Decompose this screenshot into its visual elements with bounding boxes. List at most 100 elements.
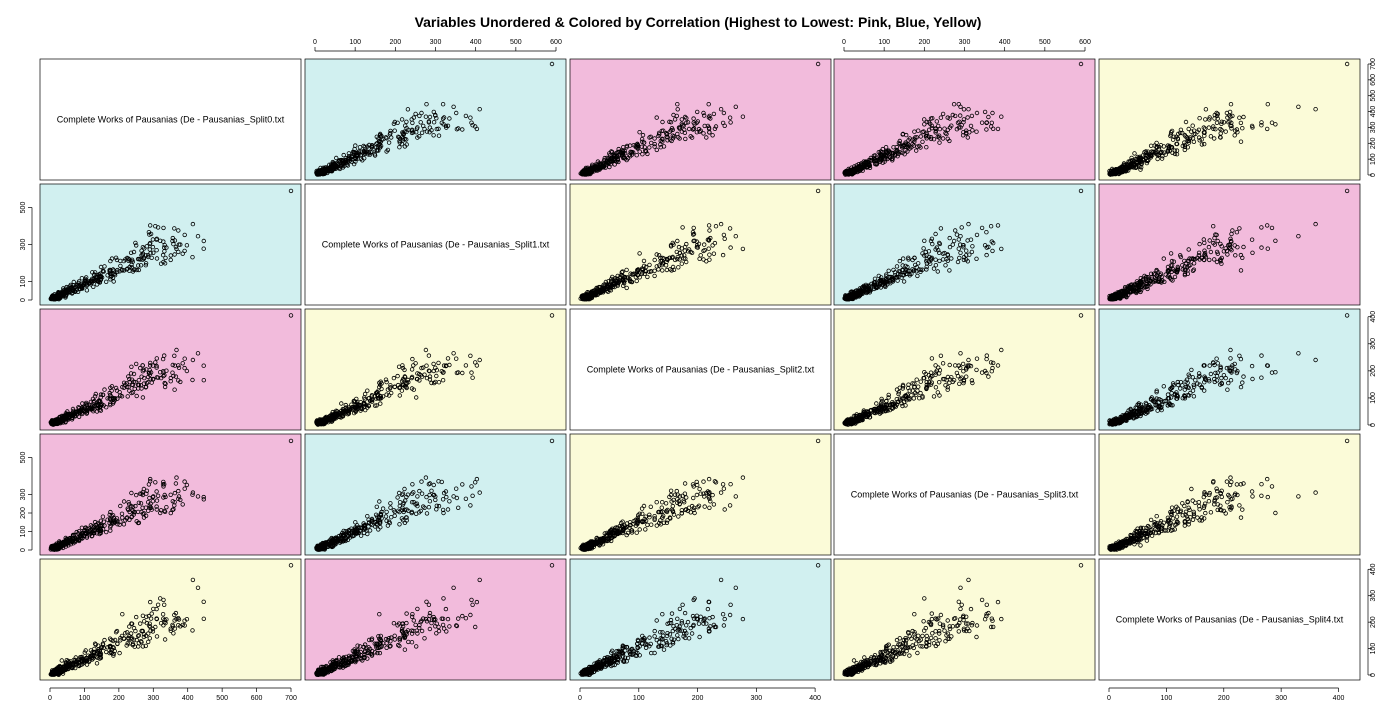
data-point [426,120,432,125]
data-point [740,114,746,119]
data-point [440,116,446,121]
data-point [447,116,452,121]
data-point [445,123,451,128]
panel-frame [39,58,302,181]
data-point [402,129,407,134]
panel-r1-c2 [569,183,832,306]
data-point [710,133,715,138]
data-point [352,146,357,152]
data-point [341,158,346,163]
data-point [404,142,409,147]
data-point [384,136,389,141]
data-point [418,120,423,125]
data-point [441,122,446,127]
data-point [629,152,635,157]
data-point [345,158,350,164]
data-point [342,163,347,169]
data-point [333,162,338,167]
data-point [647,145,652,150]
panel-r0-c2 [569,58,832,181]
data-point [677,136,682,141]
data-point [424,101,429,107]
data-point [405,107,411,112]
chart-title: Variables Unordered & Colored by Correla… [415,14,982,30]
data-point [372,151,377,157]
data-point [318,169,323,174]
data-point [386,140,392,145]
data-point [434,126,439,132]
panel-r1-c1: Complete Works of Pausanias (De - Pausan… [304,183,567,306]
data-point [415,125,420,130]
data-point [468,115,473,120]
data-point [353,156,358,162]
panel-r2-c0 [39,308,302,431]
panel-r0-c3 [833,58,1096,181]
data-point [616,159,621,165]
data-point [697,129,702,134]
data-point [316,170,321,175]
data-point [695,109,700,115]
data-point [721,110,727,116]
data-point [679,117,684,122]
data-point [427,114,433,120]
panel-r2-c4 [1098,308,1361,431]
panel-r0-c4 [1098,58,1361,181]
panel-r1-c4 [1098,183,1361,306]
data-point [413,111,418,117]
data-point [349,159,355,165]
data-point [436,126,441,131]
data-point [328,162,334,167]
data-point [685,120,691,125]
data-point [667,119,672,124]
data-point [431,109,436,115]
panel-r1-c0 [39,183,302,306]
data-point [321,168,326,173]
panel-r2-c1 [304,308,567,431]
panel-frame [304,58,567,181]
data-point [424,129,430,134]
data-point [702,113,707,118]
data-point [474,126,480,132]
data-point [399,117,405,122]
data-point [335,164,340,169]
data-point [707,130,712,135]
data-point [362,144,367,150]
data-point [639,144,645,149]
data-point [402,136,407,142]
panels-group: Complete Works of Pausanias (De - Pausan… [20,39,1377,702]
data-point [713,124,719,129]
data-point [366,150,372,155]
data-point [691,126,696,132]
data-point [406,127,411,132]
data-point [549,61,555,67]
data-point [631,150,636,155]
data-point [326,168,331,174]
data-point [409,130,415,136]
data-point [357,144,363,150]
data-point [362,156,367,161]
panel-r0-c0: Complete Works of Pausanias (De - Pausan… [39,58,302,181]
data-point [377,139,382,144]
data-point [701,131,706,136]
data-point [728,120,733,125]
data-point [469,120,474,125]
data-point [460,127,465,132]
panel-r1-c3 [833,183,1096,306]
data-point [419,130,425,135]
data-point [720,120,726,126]
data-point [341,152,346,158]
data-point [688,134,693,139]
data-point [323,165,329,170]
data-point [397,144,402,150]
data-point [433,113,438,118]
data-point [664,131,670,137]
diagonal-label: Complete Works of Pausanias (De - Pausan… [587,365,815,375]
data-point [675,101,680,107]
data-point [350,153,355,158]
data-point [334,155,339,161]
data-point [410,120,415,126]
data-point [431,119,437,125]
data-point [431,133,436,138]
data-point [639,136,645,142]
panel-r2-c3 [833,308,1096,431]
